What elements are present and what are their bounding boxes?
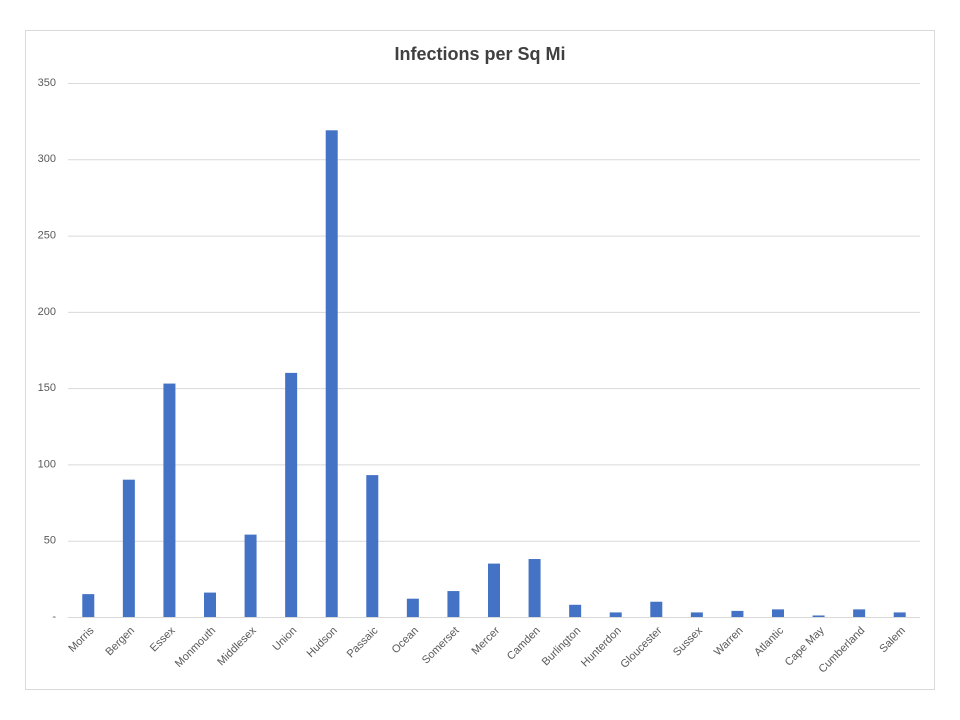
bar (285, 372, 298, 617)
bar (812, 615, 825, 617)
y-tick-label: 150 (38, 382, 56, 394)
bar (325, 130, 338, 617)
bar (528, 559, 541, 617)
chart-title: Infections per Sq Mi (394, 44, 565, 64)
bar (244, 534, 257, 617)
bar (690, 612, 703, 617)
bar (853, 609, 866, 617)
bar (650, 601, 663, 617)
y-tick-label: 300 (38, 153, 56, 165)
bar (82, 594, 95, 617)
y-tick-label: 100 (38, 458, 56, 470)
y-tick-label: 50 (44, 535, 56, 547)
y-tick-label: 200 (38, 306, 56, 318)
bar (772, 609, 784, 617)
bar (204, 592, 216, 617)
bar (569, 604, 582, 617)
chart-border (25, 30, 935, 690)
bar (731, 610, 744, 617)
bar (609, 612, 622, 617)
bar (122, 479, 135, 617)
bar (406, 598, 419, 617)
bar (447, 591, 460, 617)
bar (488, 563, 500, 617)
bar (893, 612, 906, 617)
bar (163, 383, 176, 617)
bar (366, 475, 379, 617)
y-tick-label: 250 (38, 229, 56, 241)
y-tick-label: - (52, 611, 56, 623)
y-tick-label: 350 (38, 77, 56, 89)
